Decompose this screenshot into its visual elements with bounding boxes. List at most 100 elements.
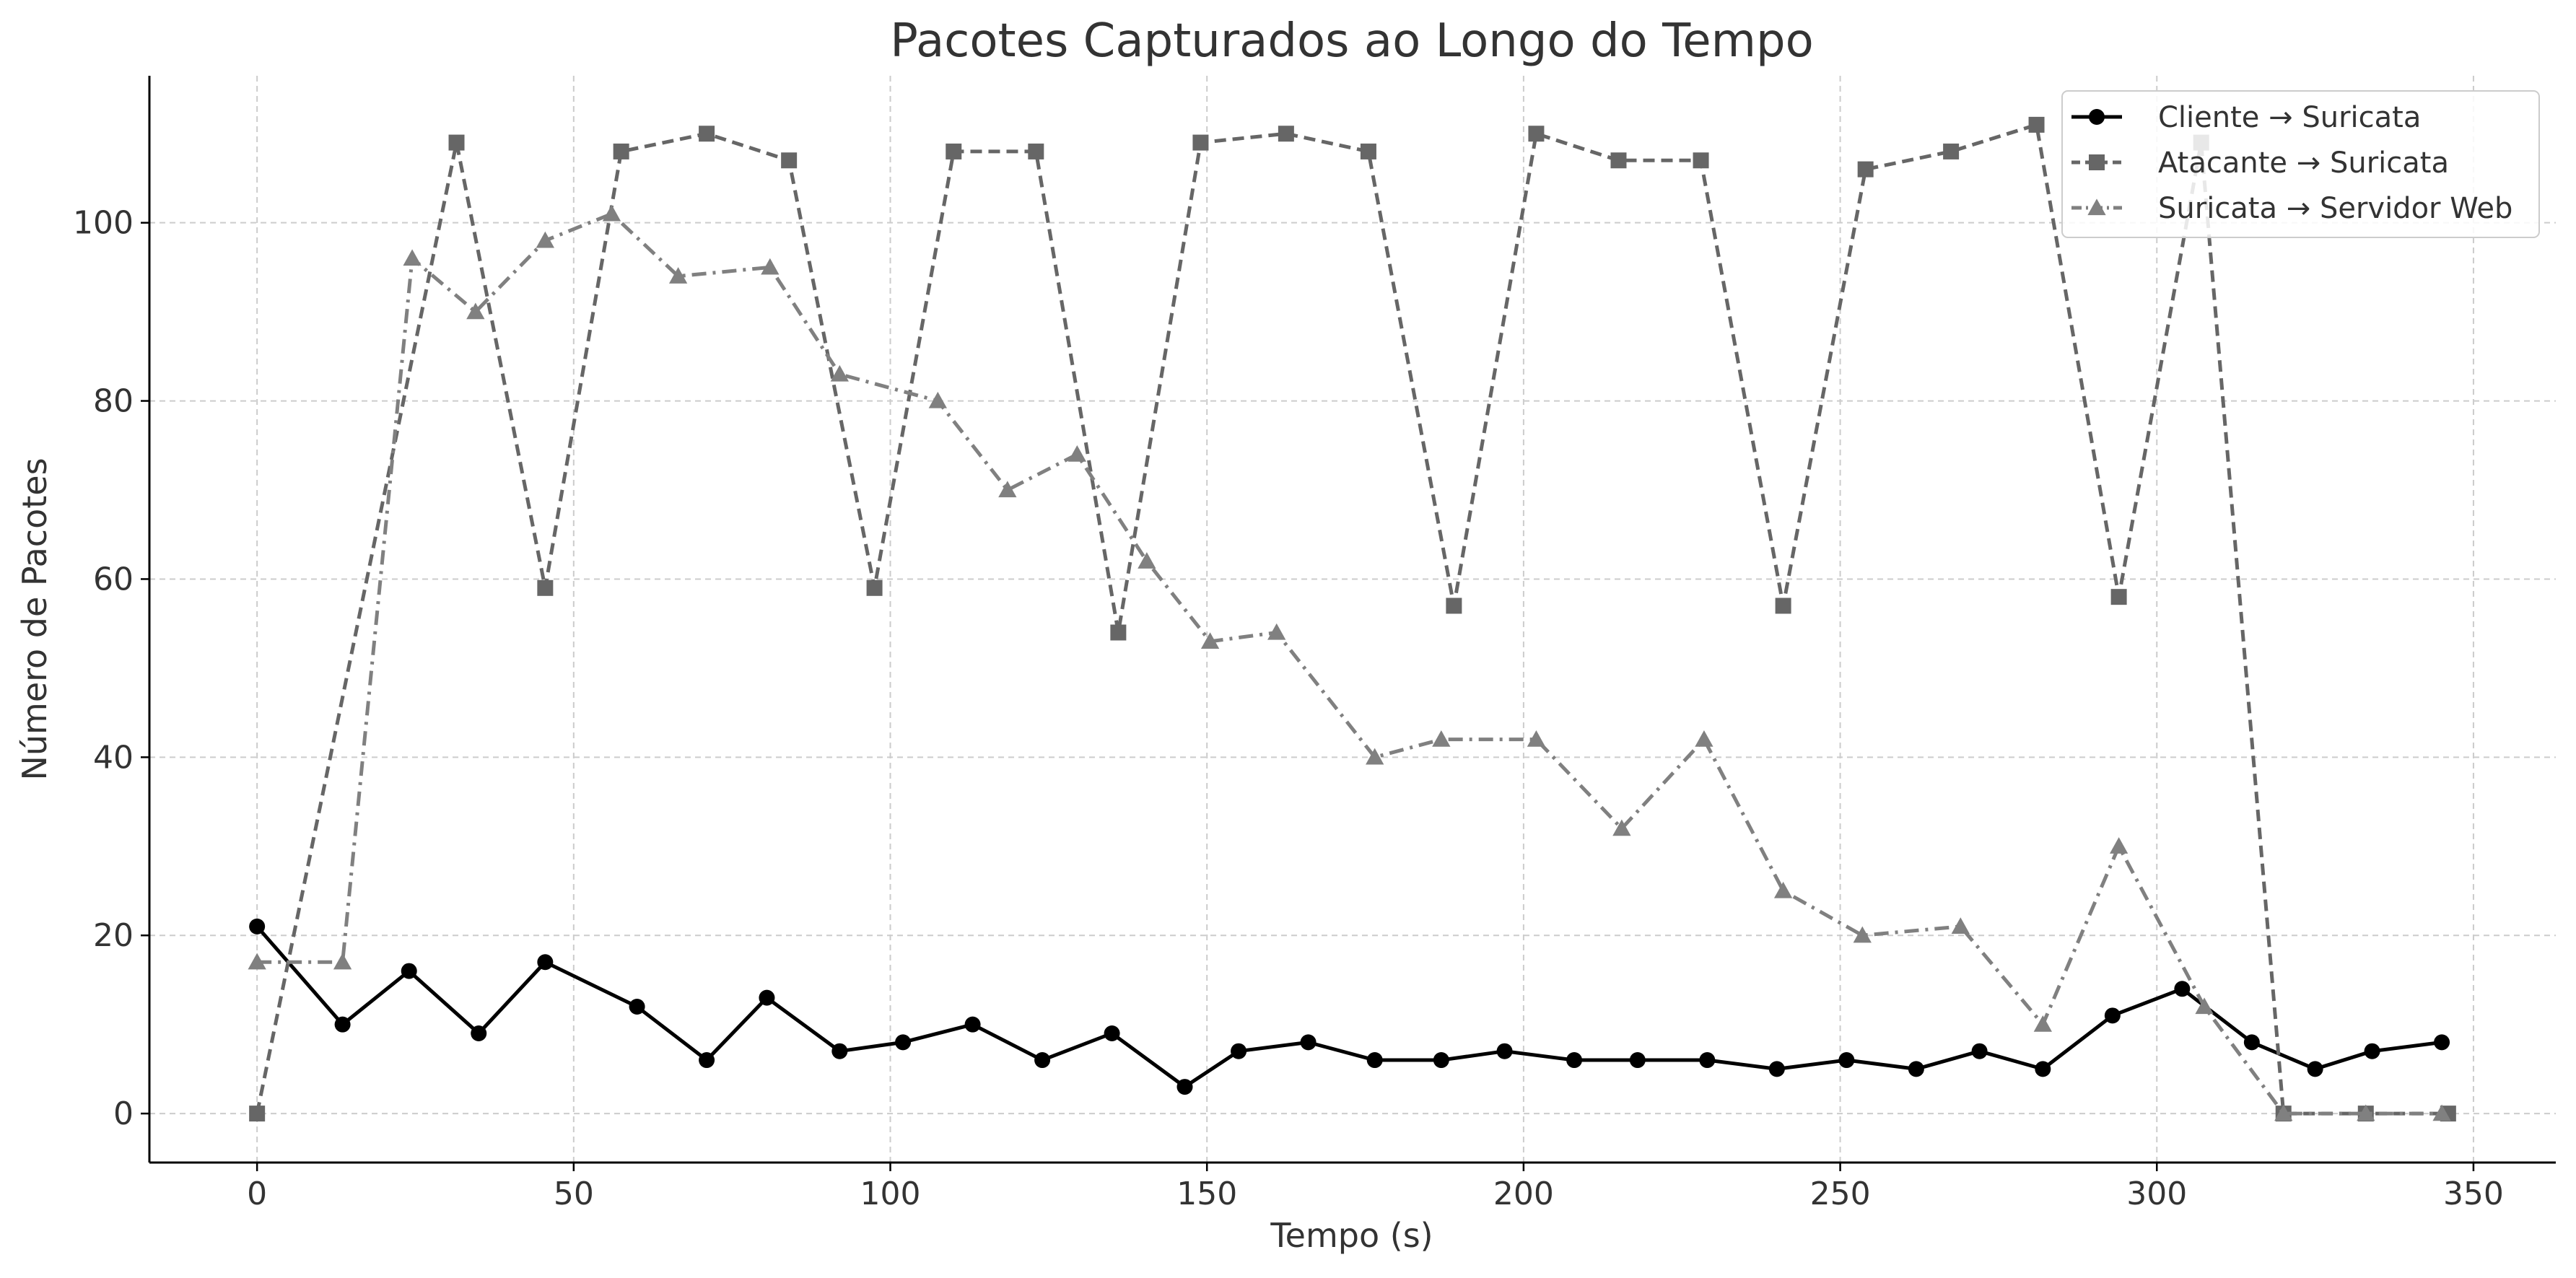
x-tick-label: 350 xyxy=(2443,1176,2504,1212)
x-tick-label: 50 xyxy=(554,1176,594,1212)
data-point xyxy=(668,267,688,284)
axes xyxy=(148,76,2556,1164)
data-point xyxy=(759,989,775,1006)
data-point xyxy=(1446,598,1462,614)
legend-entry-label: Atacante → Suricata xyxy=(2158,146,2449,180)
data-point xyxy=(964,1016,981,1033)
data-point xyxy=(1612,819,1631,836)
data-point xyxy=(998,481,1017,498)
data-point xyxy=(2357,1104,2375,1121)
data-point xyxy=(2274,1104,2293,1121)
data-point xyxy=(1971,1043,1988,1059)
x-tick-label: 300 xyxy=(2126,1176,2187,1212)
data-point xyxy=(1366,748,1384,765)
data-point xyxy=(1432,730,1451,747)
series-suricata-servidor-web xyxy=(248,204,2451,1121)
data-point xyxy=(928,391,947,408)
data-point xyxy=(2432,1104,2451,1121)
series xyxy=(248,116,2456,1122)
legend-marker xyxy=(2089,154,2105,170)
data-point xyxy=(2033,1015,2052,1032)
data-point xyxy=(2243,1034,2260,1051)
data-point xyxy=(699,126,715,142)
data-point xyxy=(1775,598,1791,614)
x-tick-label: 200 xyxy=(1493,1176,1554,1212)
data-point xyxy=(602,204,621,222)
legend: Cliente → Suricata Atacante → Suricata Sur… xyxy=(2061,90,2540,238)
data-point xyxy=(1943,143,1960,159)
data-point xyxy=(946,143,962,159)
data-point xyxy=(2364,1043,2380,1059)
data-point xyxy=(2174,981,2191,997)
data-point xyxy=(831,1043,848,1059)
data-point xyxy=(866,579,883,596)
data-point xyxy=(248,953,266,970)
data-point xyxy=(401,963,417,979)
data-point xyxy=(2035,1061,2051,1077)
data-point xyxy=(2307,1061,2323,1077)
data-point xyxy=(2434,1034,2450,1051)
legend-entry-label: Suricata → Servidor Web xyxy=(2158,192,2512,225)
data-point xyxy=(629,998,645,1015)
chart-title: Pacotes Capturados ao Longo do Tempo xyxy=(890,14,1814,68)
data-point xyxy=(1566,1052,1583,1069)
data-point xyxy=(1200,632,1220,649)
data-point xyxy=(333,953,352,970)
data-point xyxy=(1176,1079,1193,1095)
legend-box xyxy=(2061,90,2540,238)
data-point xyxy=(1138,552,1156,569)
data-point xyxy=(1433,1052,1449,1069)
data-point xyxy=(466,302,485,320)
data-point xyxy=(1838,1052,1855,1069)
data-point xyxy=(1768,1061,1785,1077)
data-point xyxy=(761,258,780,275)
data-point xyxy=(1192,134,1209,151)
y-tick-label: 0 xyxy=(113,1095,134,1132)
y-tick-label: 40 xyxy=(93,739,134,776)
data-point xyxy=(2028,116,2045,133)
data-point xyxy=(1699,1052,1716,1069)
data-point xyxy=(249,1106,266,1122)
data-point xyxy=(2195,997,2214,1015)
data-point xyxy=(1267,623,1286,640)
data-point xyxy=(781,152,798,169)
data-point xyxy=(895,1034,912,1051)
data-point xyxy=(1773,881,1793,898)
data-point xyxy=(1300,1034,1317,1051)
data-point xyxy=(1629,1052,1646,1069)
data-point xyxy=(1693,152,1709,169)
data-point xyxy=(1527,730,1546,747)
series-line-atacante-suricata xyxy=(255,123,2448,1116)
data-point xyxy=(1231,1043,1247,1059)
data-point xyxy=(334,1016,351,1033)
data-point xyxy=(1908,1061,1924,1077)
data-point xyxy=(2104,1007,2121,1024)
data-point xyxy=(830,364,849,382)
data-point xyxy=(1278,126,1294,142)
y-tick-label: 20 xyxy=(93,917,134,954)
x-tick-label: 150 xyxy=(1176,1176,1237,1212)
data-point xyxy=(537,579,554,596)
legend-marker xyxy=(2087,198,2106,216)
data-point xyxy=(448,134,465,151)
data-point xyxy=(1951,917,1970,934)
data-point xyxy=(1110,624,1127,641)
data-point xyxy=(2109,837,2129,854)
y-tick-label: 100 xyxy=(73,205,134,242)
data-point xyxy=(1366,1052,1383,1069)
data-point xyxy=(1695,730,1713,747)
data-point xyxy=(403,249,422,266)
data-point xyxy=(1360,143,1376,159)
x-tick-label: 250 xyxy=(1810,1176,1871,1212)
data-point xyxy=(613,143,629,159)
legend-entry-label: Cliente → Suricata xyxy=(2158,101,2421,134)
series-cliente-suricata xyxy=(249,918,2450,1095)
y-tick-label: 60 xyxy=(93,561,134,598)
x-tick-label: 0 xyxy=(247,1176,267,1212)
y-axis-label: Número de Pacotes xyxy=(15,458,54,780)
data-point xyxy=(1853,926,1872,943)
data-point xyxy=(1104,1025,1120,1042)
data-point xyxy=(1067,445,1086,462)
data-point xyxy=(1857,161,1874,178)
